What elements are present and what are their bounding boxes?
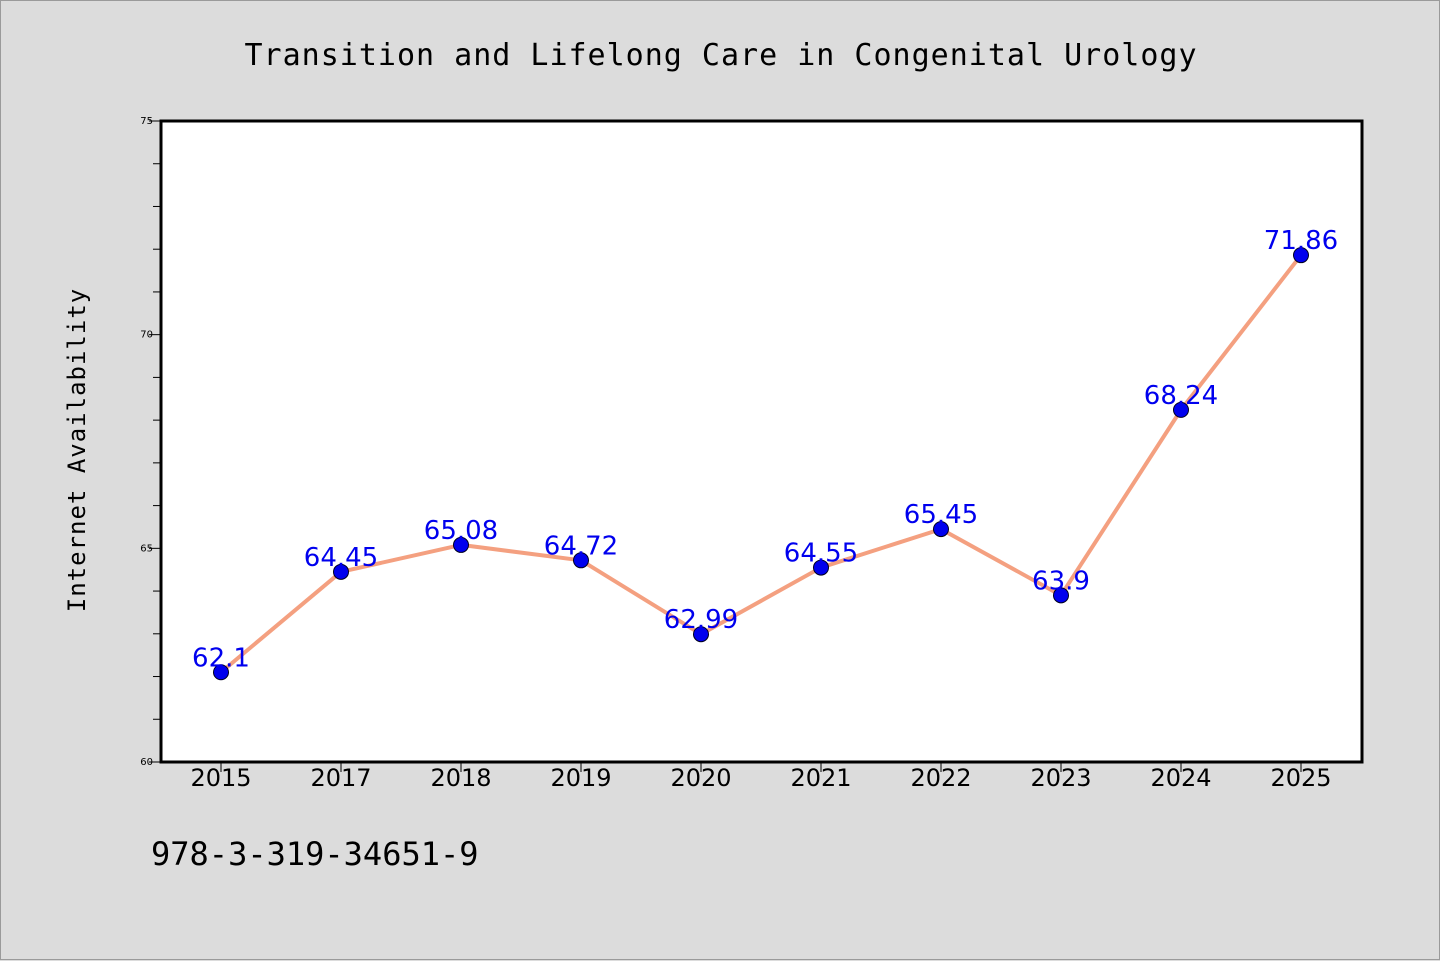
data-point xyxy=(453,536,469,553)
data-label: 62.1 xyxy=(192,643,250,673)
x-tick-label: 2017 xyxy=(310,764,371,792)
data-label: 71.86 xyxy=(1264,226,1338,256)
x-axis: 2015 2017 2018 2019 2020 2021 2022 2023 2024 2025 xyxy=(190,762,1332,792)
data-label: 65.45 xyxy=(904,500,978,530)
data-label: 64.72 xyxy=(544,531,618,561)
x-tick-label: 2021 xyxy=(790,764,851,792)
data-point xyxy=(1293,247,1309,264)
x-tick-label: 2022 xyxy=(910,764,971,792)
series-line xyxy=(219,253,1303,675)
plot-area xyxy=(159,119,1364,764)
y-tick-label: 65 xyxy=(140,543,153,554)
data-labels: 62.1 64.45 65.08 64.72 62.99 64.55 65.45 63.9 68… xyxy=(192,226,1338,673)
data-label: 65.08 xyxy=(424,516,498,546)
data-label: 68.24 xyxy=(1144,381,1218,411)
x-tick-label: 2019 xyxy=(550,764,611,792)
data-label: 64.55 xyxy=(784,539,858,569)
y-tick-label: 75 xyxy=(140,116,153,127)
data-point xyxy=(333,563,349,580)
data-point xyxy=(933,521,949,538)
data-point xyxy=(573,552,589,569)
y-tick-label: 70 xyxy=(140,330,153,341)
data-label: 62.99 xyxy=(664,605,738,635)
y-axis: 60 65 70 75 xyxy=(140,116,161,768)
data-point xyxy=(813,559,829,576)
data-point xyxy=(693,626,709,643)
isbn-footer: 978-3-319-34651-9 xyxy=(151,835,479,873)
data-label: 63.9 xyxy=(1032,566,1090,596)
x-tick-label: 2023 xyxy=(1030,764,1091,792)
x-tick-label: 2018 xyxy=(430,764,491,792)
series-markers xyxy=(213,247,1309,681)
y-axis-label: Internet Availability xyxy=(63,288,91,612)
x-tick-label: 2024 xyxy=(1150,764,1211,792)
data-point xyxy=(1053,587,1069,604)
data-point xyxy=(213,664,229,681)
x-tick-label: 2025 xyxy=(1270,764,1331,792)
y-minor-ticks xyxy=(153,163,161,720)
data-point xyxy=(1173,401,1189,418)
data-label: 64.45 xyxy=(304,543,378,573)
x-tick-label: 2020 xyxy=(670,764,731,792)
chart-title: Transition and Lifelong Care in Congenit… xyxy=(244,38,1197,73)
x-tick-label: 2015 xyxy=(190,764,251,792)
y-tick-label: 60 xyxy=(140,757,153,768)
